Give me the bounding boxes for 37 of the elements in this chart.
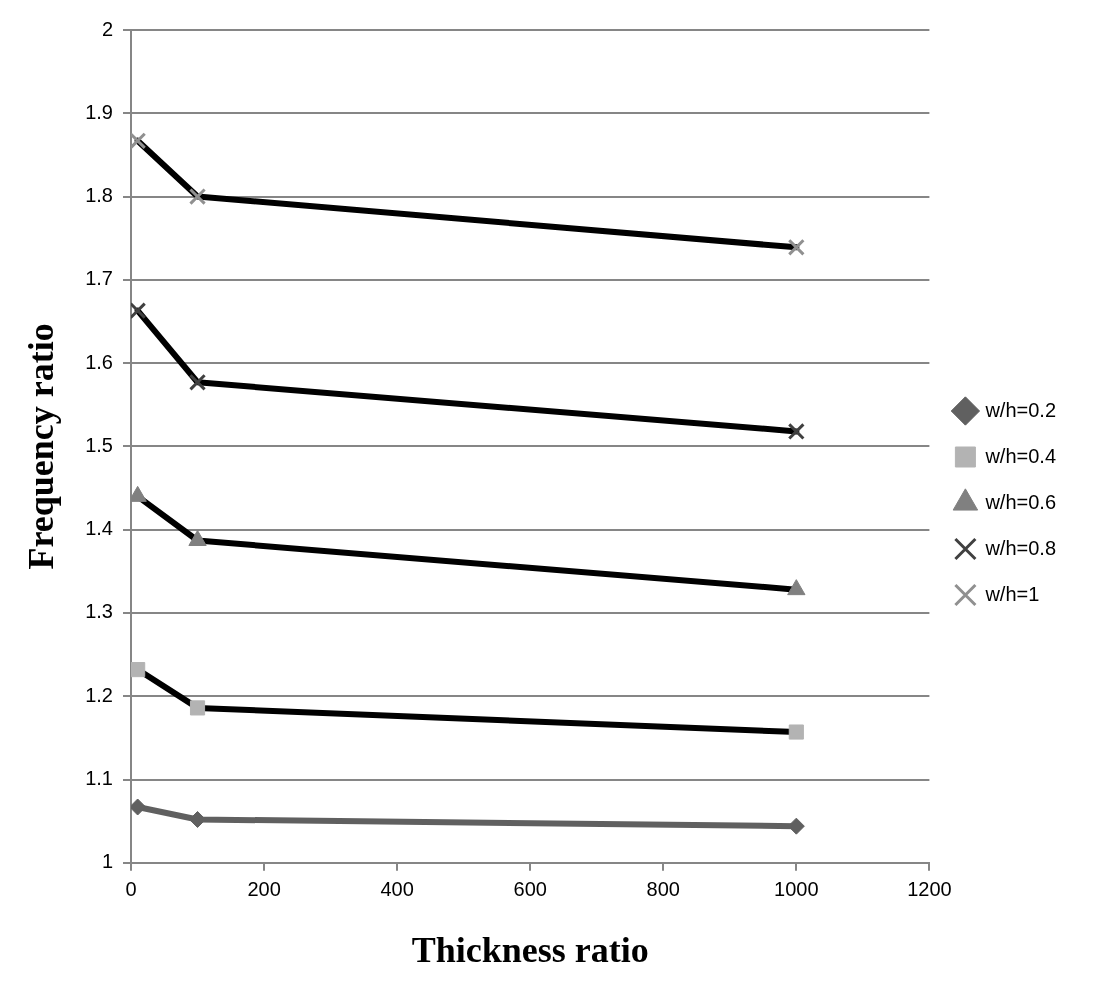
point: [131, 132, 147, 150]
legend-label: w/h=0.6: [984, 490, 1056, 513]
y-tick-label: 1.6: [85, 350, 113, 373]
point: [787, 422, 805, 440]
y-tick-label: 1.5: [85, 433, 113, 456]
point: [188, 373, 207, 391]
legend-label: w/h=0.4: [984, 444, 1056, 467]
x-tick-label: 600: [513, 878, 547, 901]
y-tick-label: 1.9: [85, 100, 113, 123]
legend-label: w/h=0.2: [984, 398, 1056, 421]
x-tick-label: 400: [380, 878, 414, 901]
y-tick-label: 2: [101, 17, 113, 40]
y-tick-label: 1.4: [85, 517, 113, 540]
x-axis-title: Thickness ratio: [411, 929, 649, 970]
y-tick-label: 1: [101, 850, 113, 873]
point: [189, 700, 206, 716]
point: [131, 302, 147, 320]
point: [787, 238, 805, 256]
x-tick-label: 0: [125, 878, 137, 901]
x-tick-label: 200: [247, 878, 281, 901]
y-tick-label: 1.3: [85, 600, 113, 623]
x-tick-label: 1200: [907, 878, 952, 901]
x-tick-label: 800: [646, 878, 680, 901]
point: [788, 724, 804, 740]
y-tick-label: 1.7: [85, 267, 113, 290]
point: [131, 662, 146, 678]
point: [188, 530, 207, 547]
y-tick-label: 1.8: [85, 184, 113, 207]
legend-label: w/h=1: [984, 582, 1040, 605]
point: [188, 187, 207, 206]
y-axis-title: Frequency ratio: [20, 323, 61, 570]
x-tick-label: 1000: [774, 878, 819, 901]
point: [131, 798, 147, 816]
legend-label: w/h=0.8: [984, 536, 1056, 559]
y-tick-label: 1.2: [85, 683, 113, 706]
y-tick-label: 1.1: [85, 767, 113, 790]
point: [787, 579, 806, 596]
